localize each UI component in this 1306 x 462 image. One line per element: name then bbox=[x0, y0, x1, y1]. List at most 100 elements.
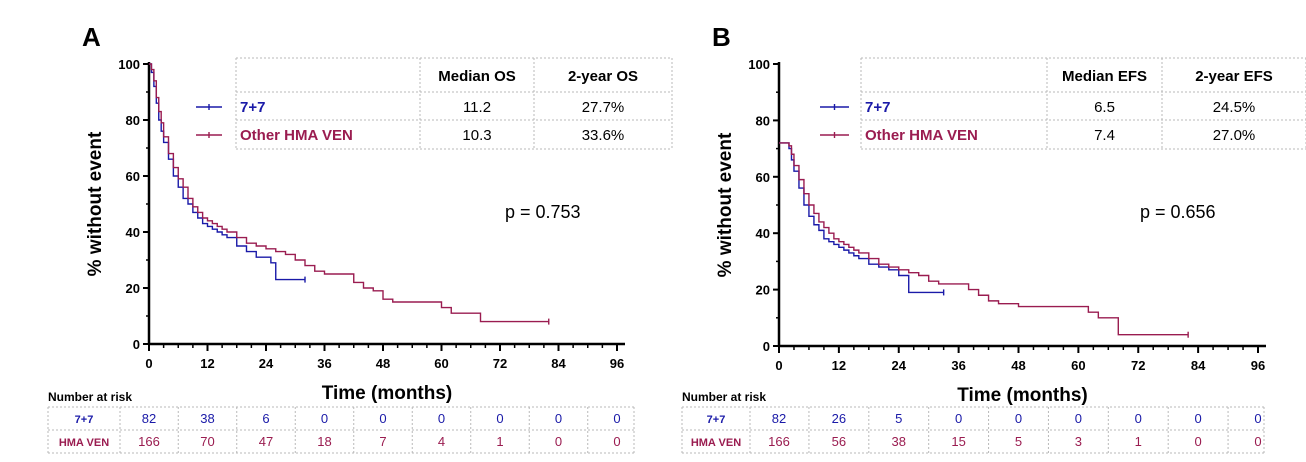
y-tick-label: 60 bbox=[126, 169, 140, 184]
risk-value: 0 bbox=[613, 434, 620, 449]
x-tick-label: 60 bbox=[434, 356, 448, 371]
y-tick-label: 100 bbox=[118, 57, 140, 72]
summary-header-median: Median EFS bbox=[1062, 68, 1147, 85]
risk-value: 4 bbox=[438, 434, 445, 449]
risk-row-label: HMA VEN bbox=[691, 437, 741, 449]
y-tick-label: 60 bbox=[756, 170, 770, 185]
summary-two-year-value: 27.0% bbox=[1213, 127, 1256, 144]
series-line-other-hma-ven bbox=[149, 63, 549, 323]
risk-value: 3 bbox=[1075, 434, 1082, 449]
series-line-seven-plus-seven bbox=[149, 63, 305, 281]
risk-value: 0 bbox=[555, 411, 562, 426]
summary-header-two-year: 2-year OS bbox=[568, 68, 638, 85]
x-tick-label: 12 bbox=[200, 356, 214, 371]
risk-value: 1 bbox=[496, 434, 503, 449]
x-tick-label: 36 bbox=[951, 358, 965, 373]
risk-table-title: Number at risk bbox=[682, 390, 766, 404]
summary-header-median: Median OS bbox=[438, 68, 516, 85]
x-tick-label: 72 bbox=[1131, 358, 1145, 373]
x-tick-label: 96 bbox=[610, 356, 624, 371]
x-tick-label: 24 bbox=[259, 356, 274, 371]
panel-letter: A bbox=[82, 22, 101, 52]
risk-value: 38 bbox=[892, 434, 906, 449]
summary-median-value: 7.4 bbox=[1094, 127, 1115, 144]
y-tick-label: 20 bbox=[126, 281, 140, 296]
risk-value: 18 bbox=[317, 434, 331, 449]
y-axis-title: % without event bbox=[715, 132, 736, 277]
risk-value: 15 bbox=[951, 434, 965, 449]
risk-row-label: HMA VEN bbox=[59, 437, 109, 449]
y-tick-label: 80 bbox=[126, 113, 140, 128]
y-tick-label: 40 bbox=[756, 226, 770, 241]
y-tick-label: 100 bbox=[748, 57, 770, 72]
summary-median-value: 11.2 bbox=[463, 99, 491, 116]
series-line-seven-plus-seven bbox=[779, 142, 944, 294]
legend-label: 7+7 bbox=[865, 99, 890, 116]
legend-label: Other HMA VEN bbox=[865, 127, 978, 144]
risk-value: 0 bbox=[1254, 411, 1261, 426]
x-tick-label: 0 bbox=[775, 358, 782, 373]
risk-value: 82 bbox=[142, 411, 156, 426]
risk-value: 0 bbox=[1075, 411, 1082, 426]
risk-value: 70 bbox=[200, 434, 214, 449]
risk-value: 6 bbox=[262, 411, 269, 426]
x-tick-label: 36 bbox=[317, 356, 331, 371]
y-tick-label: 20 bbox=[756, 283, 770, 298]
risk-value: 0 bbox=[438, 411, 445, 426]
risk-value: 47 bbox=[259, 434, 273, 449]
risk-value: 0 bbox=[1195, 434, 1202, 449]
x-tick-label: 0 bbox=[145, 356, 152, 371]
y-tick-label: 0 bbox=[133, 337, 140, 352]
x-tick-label: 48 bbox=[1011, 358, 1025, 373]
risk-value: 166 bbox=[768, 434, 790, 449]
x-tick-label: 84 bbox=[1191, 358, 1206, 373]
risk-value: 7 bbox=[379, 434, 386, 449]
x-axis-title: Time (months) bbox=[322, 383, 453, 404]
summary-two-year-value: 24.5% bbox=[1213, 99, 1256, 116]
y-tick-label: 80 bbox=[756, 113, 770, 128]
risk-table-title: Number at risk bbox=[48, 390, 132, 404]
risk-value: 0 bbox=[955, 411, 962, 426]
legend-label: Other HMA VEN bbox=[240, 127, 353, 144]
summary-two-year-value: 33.6% bbox=[582, 127, 625, 144]
x-tick-label: 48 bbox=[376, 356, 390, 371]
risk-value: 166 bbox=[138, 434, 160, 449]
summary-median-value: 6.5 bbox=[1094, 99, 1115, 116]
risk-value: 5 bbox=[1015, 434, 1022, 449]
x-tick-label: 24 bbox=[892, 358, 907, 373]
risk-value: 0 bbox=[1135, 411, 1142, 426]
risk-value: 82 bbox=[772, 411, 786, 426]
summary-median-value: 10.3 bbox=[462, 127, 491, 144]
panel-letter: B bbox=[712, 22, 731, 52]
summary-two-year-value: 27.7% bbox=[582, 99, 625, 116]
legend-label: 7+7 bbox=[240, 99, 265, 116]
y-tick-label: 40 bbox=[126, 225, 140, 240]
series-line-other-hma-ven bbox=[779, 142, 1189, 336]
x-tick-label: 72 bbox=[493, 356, 507, 371]
risk-value: 56 bbox=[832, 434, 846, 449]
risk-value: 26 bbox=[832, 411, 846, 426]
risk-value: 0 bbox=[1254, 434, 1261, 449]
x-axis-title: Time (months) bbox=[957, 385, 1088, 406]
risk-row-label: 7+7 bbox=[75, 414, 94, 426]
p-value: p = 0.656 bbox=[1140, 202, 1216, 222]
risk-row-label: 7+7 bbox=[707, 414, 726, 426]
summary-header-two-year: 2-year EFS bbox=[1195, 68, 1273, 85]
x-tick-label: 60 bbox=[1071, 358, 1085, 373]
x-tick-label: 84 bbox=[551, 356, 566, 371]
risk-value: 0 bbox=[1015, 411, 1022, 426]
x-tick-label: 12 bbox=[832, 358, 846, 373]
risk-value: 1 bbox=[1135, 434, 1142, 449]
risk-value: 0 bbox=[1195, 411, 1202, 426]
risk-value: 38 bbox=[200, 411, 214, 426]
risk-value: 0 bbox=[496, 411, 503, 426]
risk-value: 0 bbox=[321, 411, 328, 426]
x-tick-label: 96 bbox=[1251, 358, 1265, 373]
p-value: p = 0.753 bbox=[505, 202, 581, 222]
risk-value: 0 bbox=[613, 411, 620, 426]
risk-value: 5 bbox=[895, 411, 902, 426]
y-axis-title: % without event bbox=[85, 131, 106, 276]
